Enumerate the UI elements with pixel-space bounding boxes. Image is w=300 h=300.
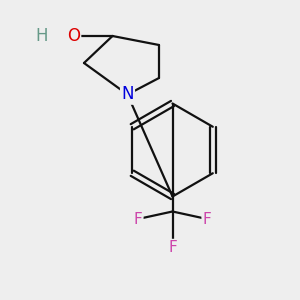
- Text: N: N: [121, 85, 134, 103]
- Text: F: F: [168, 240, 177, 255]
- Text: F: F: [134, 212, 142, 226]
- Text: O: O: [67, 27, 80, 45]
- Text: F: F: [202, 212, 211, 226]
- Text: H: H: [36, 27, 48, 45]
